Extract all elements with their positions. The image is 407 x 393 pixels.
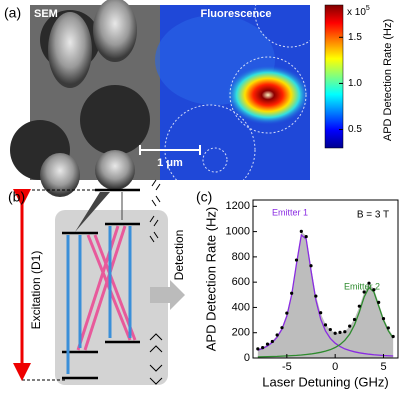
panel-label: (b): [8, 189, 25, 205]
data-point: [280, 326, 284, 330]
data-point: [348, 324, 352, 328]
area: [257, 235, 394, 358]
colorbar-title: APD Detection Rate (Hz): [382, 19, 394, 141]
data-point: [323, 323, 328, 327]
multiplier: x 10: [347, 7, 366, 18]
data-point: [372, 288, 376, 292]
data-point: [362, 290, 366, 294]
data-point: [299, 229, 303, 233]
x-axis-label: Laser Detuning (GHz): [262, 374, 388, 389]
data-point: [377, 300, 381, 304]
colorbar-tick-label: 1.0: [348, 78, 362, 89]
panel-label: (c): [196, 189, 212, 205]
data-point: [261, 346, 265, 350]
panel-label: (a): [4, 5, 21, 21]
data-point: [357, 304, 361, 308]
y-tick-label: 600: [232, 276, 250, 288]
colorbar-multiplier: x 105: [347, 5, 370, 18]
colorbar-tick-label: 1.5: [348, 32, 362, 43]
y-axis-label: APD Detection Rate (Hz): [203, 207, 218, 352]
excitation-label: Excitation (D1): [29, 251, 43, 330]
y-tick-label: 1200: [226, 200, 250, 212]
data-point: [319, 311, 323, 315]
data-point: [290, 291, 294, 295]
y-tick-label: 0: [244, 352, 250, 364]
fit-line: [257, 286, 394, 358]
data-point: [343, 330, 347, 334]
panel-a-image: [10, 0, 344, 197]
sem-label: SEM: [34, 8, 58, 20]
annotation: B = 3 T: [357, 210, 389, 221]
area: [257, 231, 394, 356]
data-point: [265, 342, 270, 346]
x-tick-label: 0: [332, 361, 338, 373]
data-point: [333, 331, 337, 335]
fit-line: [257, 233, 394, 357]
x-tick-label: 5: [380, 361, 386, 373]
data-point: [367, 281, 371, 285]
colorbar-tick-label: 0.5: [348, 124, 362, 135]
data-point: [285, 311, 289, 315]
data-point: [352, 317, 357, 322]
scale-bar-label: 1 μm: [157, 157, 183, 169]
data-point: [338, 330, 342, 334]
fluorescence-label: Fluorescence: [201, 8, 272, 20]
y-tick-label: 200: [232, 327, 250, 339]
data-point: [314, 294, 318, 298]
data-point: [309, 264, 313, 268]
series-label: Emitter 2: [344, 281, 380, 291]
exponent: 5: [366, 5, 370, 12]
y-tick-label: 800: [232, 251, 250, 263]
data-point: [270, 339, 274, 344]
data-point: [304, 235, 308, 239]
plot-frame: [252, 199, 399, 359]
detection-label: Detection: [172, 230, 186, 281]
y-tick-label: 400: [232, 301, 250, 313]
data-point: [386, 326, 390, 330]
data-point: [328, 327, 332, 332]
series-label: Emitter 1: [272, 207, 308, 217]
data-point: [275, 333, 279, 337]
data-point: [381, 316, 386, 321]
data-point: [391, 334, 395, 339]
x-tick-label: -5: [282, 361, 292, 373]
panel-b-diagram: [13, 179, 185, 385]
data-point: [294, 258, 299, 262]
y-tick-label: 1000: [226, 226, 250, 238]
data-point: [256, 347, 260, 351]
